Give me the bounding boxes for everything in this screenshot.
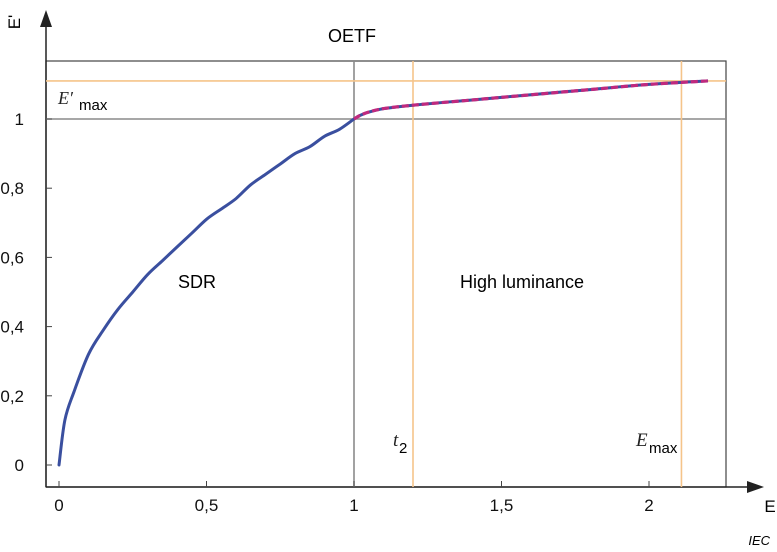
x-ticks: 0 0,5 1 1,5 2 [54, 481, 654, 515]
iec-watermark: IEC [748, 533, 770, 548]
x-axis-label: E [764, 497, 775, 516]
y-tick-label: 1 [15, 110, 24, 129]
series-layer [57, 79, 709, 467]
chart-title: OETF [328, 26, 376, 46]
annotation-e-prime-max-main: E′ [57, 88, 74, 108]
y-tick-label: 0,6 [0, 248, 24, 267]
annotation-t2-sub: 2 [399, 440, 407, 457]
x-tick-label: 1 [349, 496, 358, 515]
x-tick-label: 0 [54, 496, 63, 515]
series-line-high-luminance-base [353, 79, 709, 121]
y-axis-label: E' [5, 15, 24, 30]
x-tick-label: 1,5 [490, 496, 514, 515]
y-tick-label: 0,2 [0, 387, 24, 406]
y-tick-label: 0 [15, 456, 24, 475]
y-tick-label: 0,8 [0, 179, 24, 198]
annotation-e-max-sub: max [649, 440, 678, 457]
annotation-t2-main: t [393, 430, 399, 451]
series-line-sdr [57, 117, 356, 467]
annotation-e-max-main: E [635, 430, 648, 451]
y-tick-label: 0,4 [0, 318, 24, 337]
annotation-e-max: E max [635, 430, 678, 457]
x-axis-arrow [747, 481, 764, 493]
y-ticks: 0 0,2 0,4 0,6 0,8 1 [0, 110, 52, 475]
annotation-t2: t 2 [393, 430, 407, 457]
region-label-high-luminance: High luminance [460, 272, 584, 292]
annotation-e-prime-max-sub: max [79, 97, 108, 114]
y-axis-arrow [40, 10, 52, 27]
region-label-sdr: SDR [178, 272, 216, 292]
reference-lines [46, 61, 726, 487]
series-line-high-luminance [353, 79, 709, 121]
annotation-e-prime-max: E′ max [57, 88, 108, 114]
x-tick-label: 0,5 [195, 496, 219, 515]
x-tick-label: 2 [644, 496, 653, 515]
